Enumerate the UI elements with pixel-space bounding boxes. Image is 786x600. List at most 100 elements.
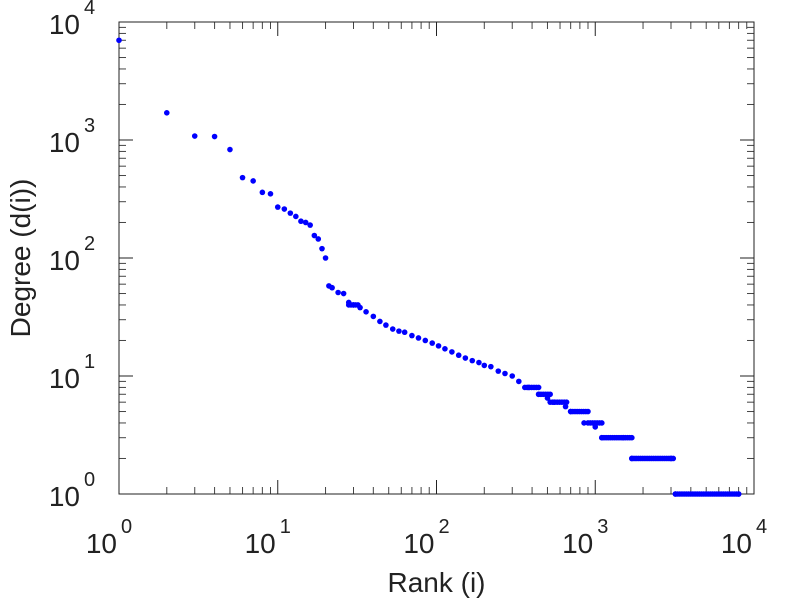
data-point [525,384,532,391]
data-point [735,491,742,497]
data-point [449,349,455,355]
y-tick-base: 10 [49,9,80,40]
data-point [163,110,170,116]
data-point [535,391,542,398]
data-point [211,133,218,140]
data-point [409,332,415,339]
x-tick-exponent: 0 [121,516,132,538]
data-point [562,403,569,410]
x-tick-base: 10 [86,528,117,559]
x-tick-label: 101 [245,516,291,559]
data-point [476,359,482,366]
data-point [250,178,256,184]
data-point [396,328,402,334]
data-point [340,290,347,297]
plot-area-frame [118,21,755,495]
x-axis-title: Rank (i) [387,567,485,598]
data-point [370,313,377,320]
y-tick-base: 10 [49,245,80,276]
data-point [435,343,442,349]
data-point [495,368,502,374]
data-point [345,299,352,306]
data-point [422,337,429,344]
scatter-points [116,37,742,497]
data-point [509,373,516,379]
data-point [592,424,599,430]
data-point [389,326,396,332]
data-point [672,491,679,497]
data-point [287,210,294,216]
x-tick-exponent: 3 [597,516,608,538]
data-point [429,340,436,346]
y-tick-base: 10 [49,363,80,394]
data-point [668,455,674,462]
data-point [293,213,299,220]
data-point [311,232,318,239]
data-point [469,357,476,364]
y-tick-label: 102 [49,233,95,276]
data-point [377,318,383,325]
y-tick-label: 104 [49,0,95,40]
data-point [462,355,469,361]
data-point [442,346,448,352]
y-tick-exponent: 4 [84,0,95,19]
data-point [544,395,551,401]
data-point [488,363,494,370]
data-point [516,378,522,385]
y-tick-label: 101 [49,351,95,394]
y-tick-exponent: 2 [84,233,95,255]
data-point [319,245,325,252]
data-point [259,189,266,196]
data-point [599,434,605,441]
x-tick-label: 104 [721,516,767,559]
data-point [599,420,605,426]
data-point [563,399,570,405]
data-point [357,304,363,311]
data-point [322,255,329,261]
x-tick-exponent: 1 [280,516,291,538]
data-point [302,219,309,226]
data-point [227,146,233,153]
x-tick-base: 10 [562,528,593,559]
data-point [455,352,462,359]
x-tick-base: 10 [403,528,434,559]
x-tick-exponent: 4 [756,516,767,538]
data-point [329,284,335,291]
y-axis-title: Degree (d(i)) [5,179,36,338]
data-point [116,37,122,44]
data-point [191,133,198,139]
data-point [535,384,542,391]
data-point [585,408,591,415]
y-tick-exponent: 0 [84,469,95,491]
data-point [551,399,557,405]
data-point [298,218,304,225]
data-point [415,335,422,341]
data-point [335,289,341,296]
y-tick-exponent: 3 [84,115,95,137]
x-tick-label: 102 [403,516,449,559]
data-point [620,434,627,441]
data-point [383,322,389,328]
x-tick-base: 10 [721,528,752,559]
y-tick-exponent: 1 [84,351,95,373]
x-tick-label: 100 [86,516,132,559]
data-point [281,206,288,212]
data-point [567,408,574,415]
y-tick-base: 10 [49,481,80,512]
data-point [481,362,488,369]
data-point [629,434,635,441]
data-point [350,302,357,308]
y-tick-label: 100 [49,469,95,512]
data-point [502,370,508,377]
data-point [307,222,313,228]
data-point [267,190,274,197]
x-tick-base: 10 [245,528,276,559]
data-point [629,455,635,462]
y-tick-label: 103 [49,115,95,158]
data-point [315,236,322,242]
data-point [581,420,587,426]
